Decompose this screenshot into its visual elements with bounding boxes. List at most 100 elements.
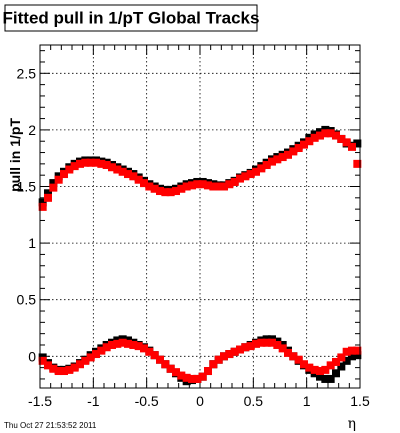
data-point-series-2 (156, 355, 164, 364)
y-tick-label: 1 (28, 235, 36, 251)
data-point-series-2 (134, 342, 143, 351)
y-ticks: 0 0.5 1 1.5 2 2.5 (17, 50, 360, 380)
data-point-series-1 (348, 352, 356, 361)
data-point-series-1 (49, 179, 58, 188)
data-point-series-2 (289, 352, 298, 361)
x-tick-label: -1.5 (28, 393, 52, 409)
data-point-series-2 (70, 363, 79, 372)
data-point-series-2 (188, 374, 196, 383)
data-point-series-1 (316, 372, 324, 381)
data-point-series-2 (92, 158, 100, 167)
data-point-series-2 (214, 355, 223, 364)
data-point-series-2 (316, 367, 324, 376)
data-point-series-2 (209, 182, 218, 191)
data-point-series-2 (278, 153, 287, 162)
x-axis-label: η (348, 416, 356, 432)
data-point-series-2 (209, 360, 218, 369)
data-point-series-2 (268, 157, 276, 166)
data-point-series-2 (214, 182, 223, 191)
data-point-series-2 (236, 174, 244, 183)
data-point-series-2 (348, 142, 356, 151)
data-point-series-2 (177, 371, 186, 380)
data-point-series-2 (310, 365, 319, 374)
data-point-series-2 (113, 339, 122, 348)
data-point-series-2 (230, 347, 239, 356)
data-point-series-2 (81, 158, 90, 167)
data-point-series-2 (166, 188, 175, 197)
data-point-series-2 (246, 342, 255, 351)
data-point-series-2 (156, 187, 164, 196)
data-point-series-1 (44, 189, 52, 198)
y-tick-label: 0.5 (17, 292, 37, 308)
x-ticks: -1.5 -1 -0.5 0 0.5 1 1.5 (28, 45, 370, 409)
data-point-series-2 (262, 160, 271, 169)
data-point-series-2 (220, 352, 228, 361)
data-point-series-1 (353, 351, 362, 360)
data-point-series-2 (193, 180, 202, 189)
data-point-series-2 (182, 373, 191, 382)
data-point-series-2 (332, 131, 340, 140)
data-point-series-2 (225, 180, 234, 189)
data-point-series-2 (145, 347, 154, 356)
data-point-series-2 (86, 353, 95, 362)
data-point-series-2 (150, 184, 159, 193)
data-point-series-2 (140, 344, 148, 353)
data-point-series-2 (70, 162, 79, 171)
data-point-series-2 (300, 140, 308, 149)
data-point-series-2 (268, 338, 276, 347)
data-point-series-2 (113, 165, 122, 174)
data-point-series-2 (177, 184, 186, 193)
data-point-series-2 (161, 188, 170, 197)
data-point-series-2 (326, 129, 335, 138)
data-point-series-2 (60, 170, 68, 179)
data-point-series-2 (198, 372, 207, 381)
data-point-series-1 (342, 356, 351, 365)
data-point-series-2 (278, 344, 287, 353)
data-point-series-2 (241, 343, 250, 352)
data-point-series-2 (284, 150, 292, 159)
data-point-series-1 (38, 198, 47, 207)
data-point-series-2 (305, 363, 314, 372)
data-point-series-2 (182, 182, 191, 191)
y-tick-label: 0 (28, 348, 36, 364)
data-point-series-2 (300, 360, 308, 369)
data-point-series-2 (44, 361, 52, 370)
x-tick-label: 1.5 (350, 393, 370, 409)
data-point-series-2 (289, 147, 298, 156)
data-point-series-2 (353, 159, 362, 168)
data-point-series-2 (54, 367, 63, 376)
data-point-series-2 (230, 177, 239, 186)
data-point-series-2 (92, 350, 100, 359)
data-point-series-2 (236, 345, 244, 354)
data-point-series-2 (241, 172, 250, 181)
data-point-series-2 (353, 346, 362, 355)
title-box: Fitted pull in 1/pT Global Tracks (3, 4, 259, 32)
data-point-series-2 (76, 360, 84, 369)
data-point-series-2 (86, 158, 95, 167)
data-point-series-2 (342, 347, 351, 356)
data-point-series-2 (321, 365, 330, 374)
data-point-series-2 (108, 163, 116, 172)
y-tick-label: 2 (28, 122, 36, 138)
data-point-series-2 (252, 167, 260, 176)
data-point-series-2 (140, 179, 148, 188)
data-point-series-2 (172, 368, 180, 377)
data-point-series-2 (108, 340, 116, 349)
data-point-series-2 (118, 167, 127, 176)
y-axis-label: pull in 1/pT (7, 118, 23, 192)
data-point-series-2 (129, 340, 138, 349)
data-point-series-2 (166, 364, 175, 373)
data-point-series-2 (38, 202, 47, 211)
data-point-series-2 (305, 137, 314, 146)
data-point-series-2 (225, 350, 234, 359)
data-point-series-1 (326, 374, 335, 383)
data-point-series-2 (204, 181, 212, 190)
data-point-series-2 (337, 353, 346, 362)
data-point-series-2 (252, 339, 260, 348)
x-tick-label: 0 (196, 393, 204, 409)
data-point-series-2 (49, 183, 58, 192)
data-point-series-2 (97, 346, 106, 355)
data-point-series-2 (102, 160, 111, 169)
data-point-series-2 (257, 164, 266, 173)
data-point-series-2 (38, 356, 47, 365)
